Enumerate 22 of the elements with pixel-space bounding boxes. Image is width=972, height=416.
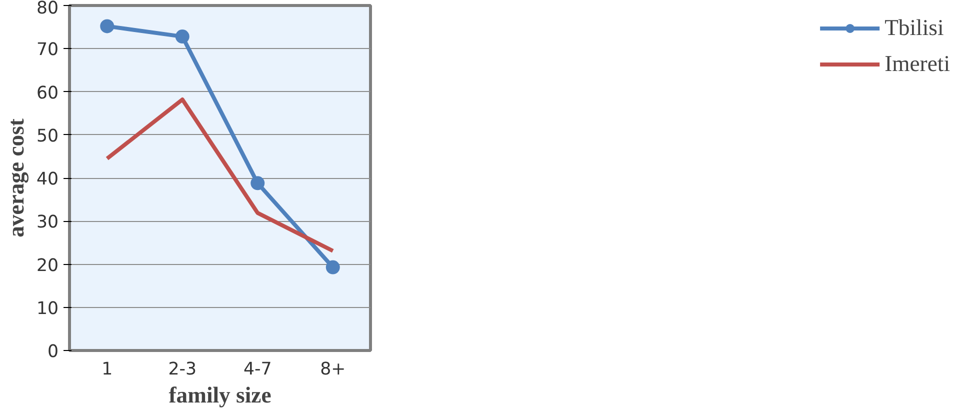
point: [100, 19, 114, 34]
x-tick-label: 2-3: [168, 360, 197, 380]
point: [250, 176, 265, 190]
y-tick-label: 70: [36, 40, 59, 60]
y-axis-title: average cost: [3, 118, 28, 238]
point: [175, 30, 190, 44]
y-tick-label: 30: [36, 212, 59, 233]
y-tick-label: 60: [36, 83, 59, 104]
line-series: [105, 98, 335, 253]
y-tick-label: 40: [36, 170, 59, 190]
y-tick-label: 20: [36, 256, 59, 276]
y-tick-label: 10: [36, 298, 59, 319]
legend-label: Tbilisi: [884, 15, 944, 41]
x-tick-label: 1: [102, 360, 113, 380]
x-tick-label: 4-7: [243, 360, 272, 380]
y-tick-label: 0: [47, 342, 59, 362]
x-axis-title: family size: [168, 382, 272, 408]
y-tick-label: 50: [36, 126, 59, 146]
legend-label: Imereti: [884, 51, 950, 77]
x-tick-label: 8+: [320, 360, 346, 380]
point: [326, 260, 340, 274]
y-tick-label: 80: [36, 0, 59, 18]
